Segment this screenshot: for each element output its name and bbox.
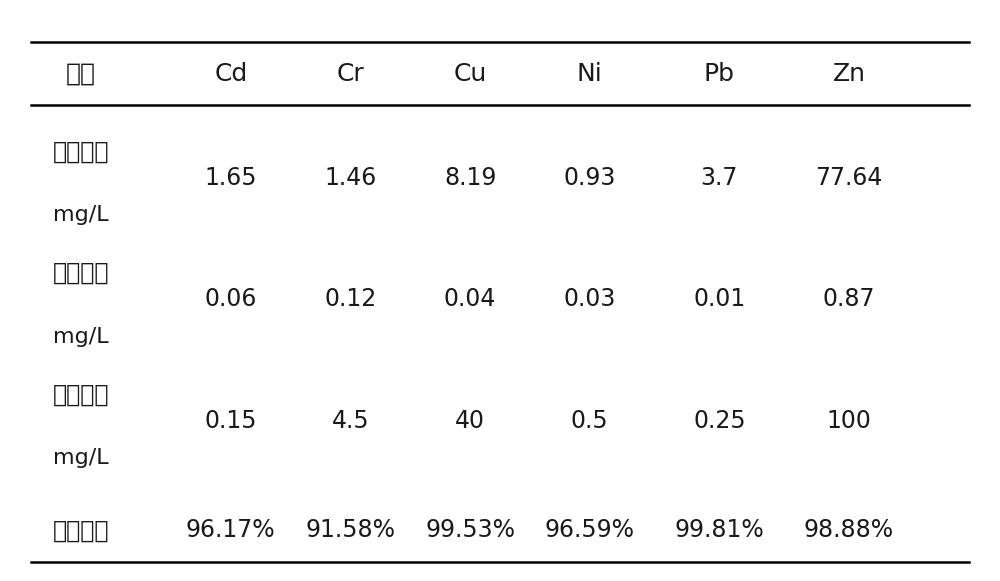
Text: 0.5: 0.5 bbox=[571, 408, 609, 433]
Text: Cd: Cd bbox=[214, 62, 247, 85]
Text: mg/L: mg/L bbox=[53, 448, 109, 468]
Text: Zn: Zn bbox=[833, 62, 866, 85]
Text: 100: 100 bbox=[827, 408, 871, 433]
Text: 0.15: 0.15 bbox=[205, 408, 257, 433]
Text: 0.87: 0.87 bbox=[823, 287, 875, 311]
Text: 0.01: 0.01 bbox=[693, 287, 746, 311]
Text: 固化效率: 固化效率 bbox=[53, 518, 109, 543]
Text: Pb: Pb bbox=[704, 62, 735, 85]
Text: 0.93: 0.93 bbox=[564, 166, 616, 190]
Text: 1.65: 1.65 bbox=[205, 166, 257, 190]
Text: Ni: Ni bbox=[577, 62, 603, 85]
Text: Cr: Cr bbox=[337, 62, 364, 85]
Text: 40: 40 bbox=[455, 408, 485, 433]
Text: mg/L: mg/L bbox=[53, 327, 109, 347]
Text: 99.53%: 99.53% bbox=[425, 518, 515, 543]
Text: 96.59%: 96.59% bbox=[545, 518, 635, 543]
Text: 0.12: 0.12 bbox=[324, 287, 377, 311]
Text: 0.25: 0.25 bbox=[693, 408, 746, 433]
Text: 3.7: 3.7 bbox=[701, 166, 738, 190]
Text: 1.46: 1.46 bbox=[324, 166, 377, 190]
Text: 96.17%: 96.17% bbox=[186, 518, 276, 543]
Text: 浸出浓度: 浸出浓度 bbox=[53, 261, 109, 285]
Text: 0.04: 0.04 bbox=[444, 287, 496, 311]
Text: 8.19: 8.19 bbox=[444, 166, 496, 190]
Text: 元素: 元素 bbox=[66, 62, 96, 85]
Text: 0.03: 0.03 bbox=[564, 287, 616, 311]
Text: 4.5: 4.5 bbox=[332, 408, 369, 433]
Text: mg/L: mg/L bbox=[53, 205, 109, 225]
Text: 填埋限值: 填埋限值 bbox=[53, 382, 109, 407]
Text: 91.58%: 91.58% bbox=[305, 518, 395, 543]
Text: 98.88%: 98.88% bbox=[804, 518, 894, 543]
Text: 99.81%: 99.81% bbox=[675, 518, 764, 543]
Text: 0.06: 0.06 bbox=[205, 287, 257, 311]
Text: 77.64: 77.64 bbox=[815, 166, 883, 190]
Text: 原始浓度: 原始浓度 bbox=[53, 139, 109, 164]
Text: Cu: Cu bbox=[453, 62, 487, 85]
